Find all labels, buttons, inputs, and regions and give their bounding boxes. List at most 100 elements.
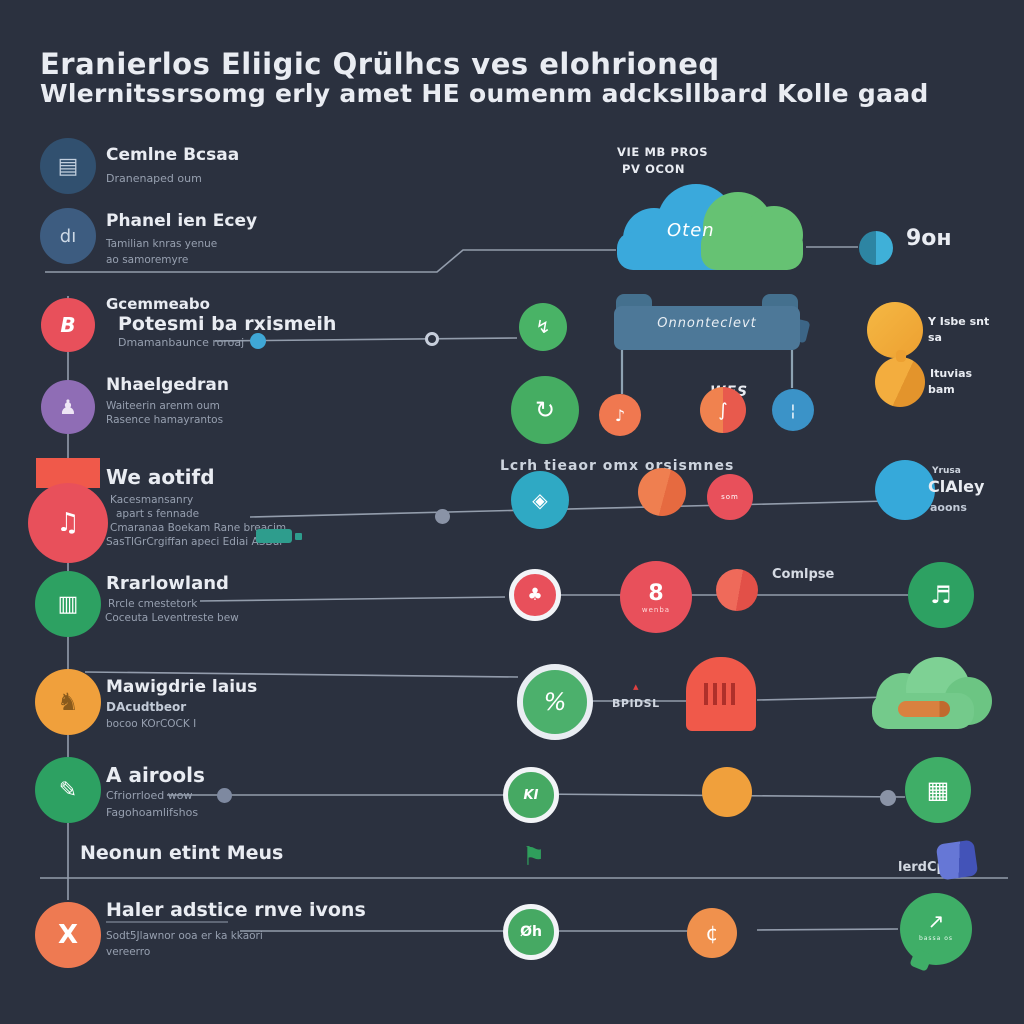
item5-subtitle2: apart s fennade	[116, 508, 200, 520]
gramophone-circle: ♬	[908, 562, 974, 628]
item5-subtitle4: SasTlGrCrgiffan apeci Ediai ASBur	[106, 536, 284, 548]
bird-icon: ♞	[57, 688, 79, 716]
yellow2-label1: Ituvias	[930, 367, 973, 380]
item3-subtitle: Dmamanbaunce roroaj	[118, 336, 245, 349]
cloud-group: Oten	[615, 178, 810, 270]
blue-label1: Yrusa	[932, 466, 961, 476]
item7-subtitle1: DAcudtbeor	[106, 700, 187, 714]
lightning-circle-icon: ↯	[519, 303, 567, 351]
item10-icon-circle: X	[35, 902, 101, 968]
gray-node-dot-3	[880, 790, 896, 806]
speech-bubble-badge: ↗ bassa os	[900, 893, 972, 972]
yellow-circle-2	[875, 357, 925, 407]
lerde-label: lerdCp	[898, 860, 946, 875]
sofa-shape: Onnonteclevt	[614, 294, 811, 350]
cube-icon	[935, 839, 979, 881]
meter-icon: dı	[59, 225, 77, 247]
eight-circle: 8 wenba	[620, 561, 692, 633]
yellow1-label2: sa	[928, 331, 942, 344]
item2-subtitle1: Tamilian knras yenue	[106, 238, 218, 250]
top-note-line2: PV OCON	[622, 162, 686, 176]
table-grid-icon: ▦	[926, 776, 950, 804]
percent-circle: %	[517, 664, 593, 740]
item7-subtitle2: bocoo KOrCOCK I	[106, 718, 197, 730]
item5-subtitle1: Kacesmansanry	[110, 494, 194, 506]
page-title-line2: Wlernitssrsomg erly amet HE oumenm adcks…	[40, 79, 929, 108]
item5-icon-circle: ♫	[28, 483, 108, 563]
item6-title: Rrarlowland	[106, 573, 229, 594]
item5-title: We aotifd	[106, 465, 215, 489]
orange-half-circle	[638, 468, 686, 516]
sofa-label: Onnonteclevt	[657, 316, 757, 331]
ring-circle-row10: Øh	[503, 904, 559, 960]
refresh-icon: ↻	[534, 396, 556, 424]
bar-icon: ¦	[790, 400, 796, 420]
printer-icon: ▥	[57, 591, 79, 617]
top-note-line1: VIE MB PROS	[617, 145, 709, 159]
item3-icon-circle: B	[41, 298, 95, 352]
battery-tip-icon	[295, 533, 302, 540]
cent-circle: ¢	[687, 908, 737, 958]
item10-title: Haler adstice rnve ivons	[106, 899, 366, 921]
item6-subtitle1: Rrcle cmestetork	[108, 598, 198, 610]
diamond-icon: ◈	[532, 488, 548, 512]
gramophone-icon: ♬	[930, 581, 952, 609]
blue-node-dot	[250, 333, 266, 349]
yellow2-label2: bam	[928, 383, 955, 396]
item4-icon-circle: ♟	[41, 380, 95, 434]
green-cloud-badge	[868, 655, 992, 731]
item6-icon-circle: ▥	[35, 571, 101, 637]
page-title-line1: Eranierlos Eliigic Qrülhcs ves elohrione…	[40, 47, 720, 81]
gray-node-dot-2	[435, 509, 450, 524]
blue-cloud-label: Oten	[667, 220, 715, 241]
som-label: som	[721, 493, 739, 501]
item3-overline: Gcemmeabo	[106, 295, 210, 313]
ki-circle: KI	[503, 767, 559, 823]
gray-node-dot	[217, 788, 232, 803]
blue-label3: aoons	[930, 501, 967, 514]
yellow1-label1: Y Isbe snt	[928, 315, 990, 328]
pencil-icon: ✎	[58, 777, 78, 803]
item9-title: Neonun etint Meus	[80, 842, 284, 864]
integral-circle-icon: ∫	[700, 387, 746, 433]
mailbox-dome-icon	[686, 657, 756, 731]
music-note-small-icon: ♪	[614, 405, 626, 425]
small-red-circle	[716, 569, 758, 611]
bubble-sub-label: bassa os	[918, 935, 954, 942]
pumpkin-stem-icon	[896, 350, 906, 362]
red-tick-icon: ▴	[633, 680, 639, 693]
note-circle-icon: ♪	[599, 394, 641, 436]
cent-icon: ¢	[705, 921, 719, 945]
club-icon: ♣	[527, 585, 543, 605]
mid-row-heading: Lcrh tieaor omx orsismnes	[500, 458, 735, 474]
item3-title: Potesmi ba rxismeih	[118, 313, 337, 335]
ring-circle-row6: ♣	[509, 569, 561, 621]
blue-label2: ClAley	[928, 477, 985, 496]
wenba-label: wenba	[641, 605, 671, 614]
table-circle: ▦	[905, 757, 971, 823]
item10-subtitle2: vereerro	[106, 946, 151, 958]
item4-subtitle1: Waiteerin arenm oum	[106, 400, 220, 412]
item4-title: Nhaelgedran	[106, 375, 229, 395]
teal-circle-icon: ◈	[511, 471, 569, 529]
plain-orange-circle	[702, 767, 752, 817]
ki-icon: KI	[523, 787, 539, 803]
item4-subtitle2: Rasence hamayrantos	[106, 414, 224, 426]
integral-icon: ∫	[718, 399, 728, 421]
bpidsl-label: BPIDSL	[612, 697, 660, 710]
building-grid-icon: ▤	[57, 153, 79, 179]
percent-icon: %	[543, 688, 567, 716]
music-note-icon: ♫	[56, 508, 80, 538]
item8-title: A airools	[106, 763, 205, 787]
bar-circle-icon: ¦	[772, 389, 814, 431]
arrow-up-icon: ↗	[927, 909, 945, 933]
yellow-circle-1	[867, 302, 923, 358]
item10-subtitle1: Sodt5Jlawnor ooa er ka kkaori	[106, 930, 263, 942]
refresh-circle-icon: ↻	[511, 376, 579, 444]
ring-node-dot	[425, 332, 439, 346]
blue-circle-right	[875, 460, 935, 520]
item2-icon-circle: dı	[40, 208, 96, 264]
item8-subtitle2: Fagohoamlifshos	[106, 806, 199, 819]
lightning-icon: ↯	[535, 316, 551, 338]
